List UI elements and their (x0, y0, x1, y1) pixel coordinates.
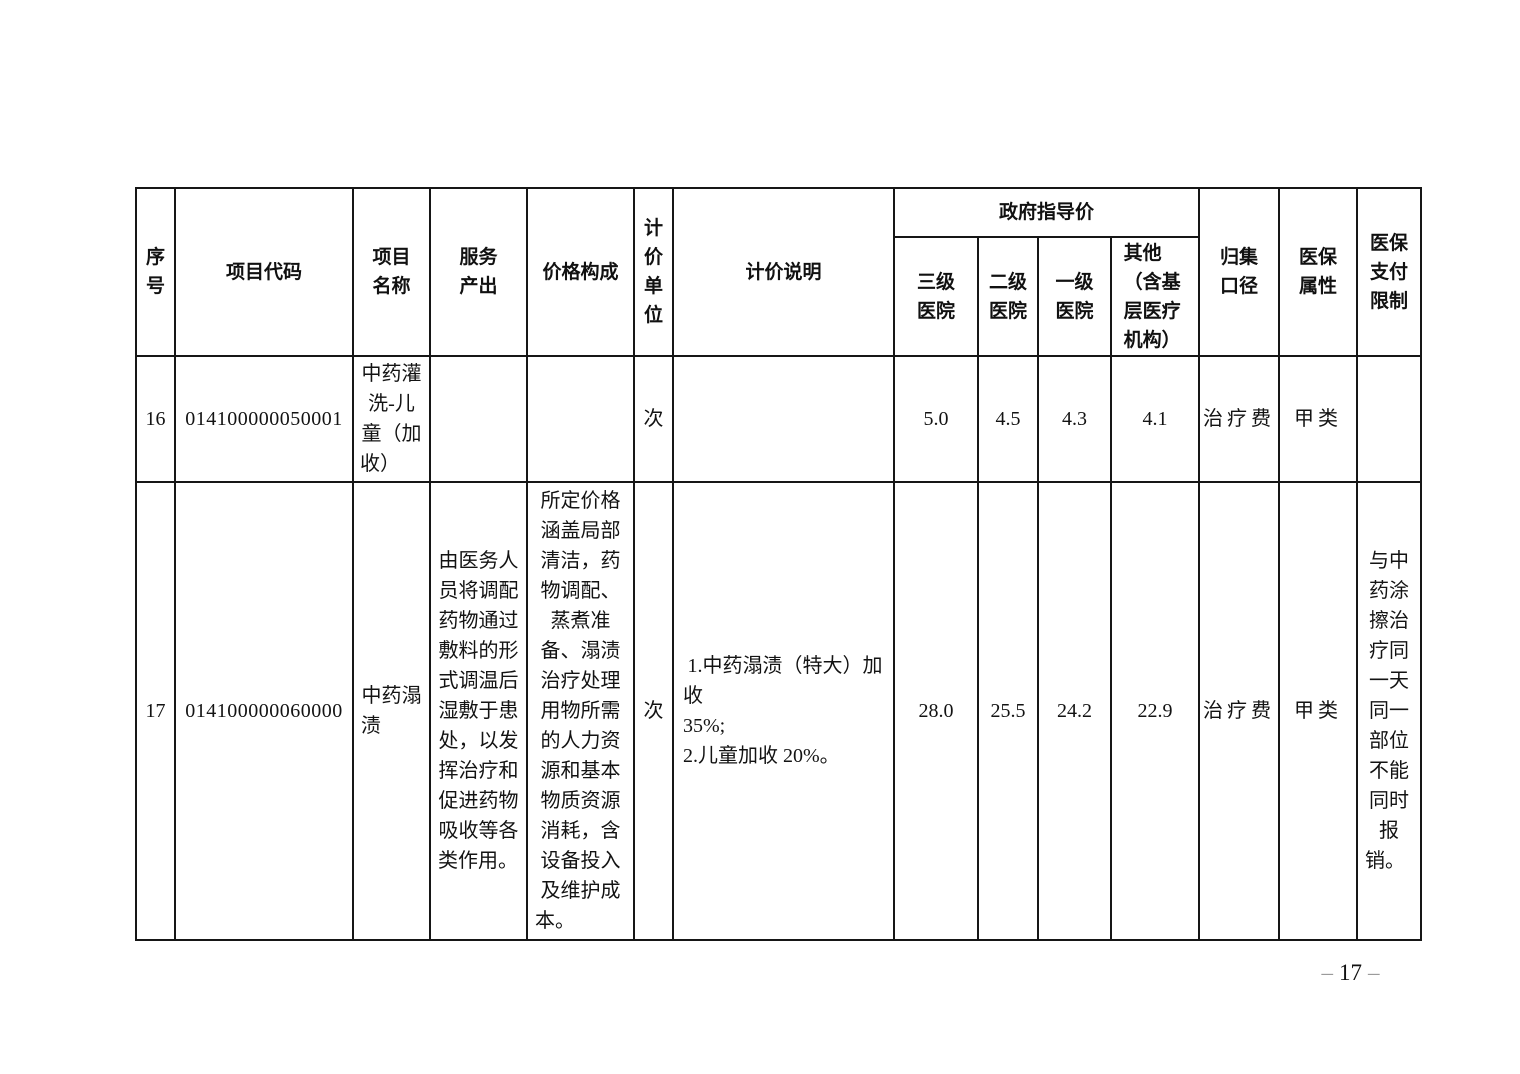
page-number-dash-left: – (1321, 960, 1334, 985)
col-header-code: 项目代码 (174, 187, 354, 357)
col-header-name: 项目名称 (352, 187, 431, 357)
cell-price-tier2: 4.5 (977, 355, 1039, 483)
col-header-gov-price-label: 政府指导价 (999, 202, 1095, 223)
cell-composition (526, 355, 635, 483)
col-header-tier1: 一级医院 (1037, 236, 1112, 357)
col-header-insurance-label: 医保属性 (1299, 247, 1338, 297)
col-header-limit: 医保支付限制 (1356, 187, 1423, 357)
cell-category: 治疗费 (1198, 355, 1281, 483)
col-header-insurance: 医保属性 (1278, 187, 1359, 357)
col-header-unit-label: 计价单位 (643, 218, 663, 326)
cell-name: 中药溻渍 (352, 481, 431, 941)
header-row-top: 序号 项目代码 项目名称 服务产出 价格构成 计价单位 计价说明 政府指导价 归… (135, 187, 1423, 357)
cell-insurance: 甲类 (1278, 355, 1359, 483)
col-header-category: 归集口径 (1198, 187, 1281, 357)
col-header-note: 计价说明 (672, 187, 895, 357)
cell-price-tier1: 4.3 (1037, 355, 1112, 483)
col-header-tier3: 三级医院 (893, 236, 979, 357)
cell-composition: 所定价格涵盖局部清洁，药物调配、蒸煮准备、溻渍治疗处理用物所需的人力资源和基本物… (526, 481, 635, 941)
col-header-note-label: 计价说明 (745, 261, 822, 283)
col-header-output: 服务产出 (429, 187, 528, 357)
cell-price-tier1: 24.2 (1037, 481, 1112, 941)
pricing-table: 序号 项目代码 项目名称 服务产出 价格构成 计价单位 计价说明 政府指导价 归… (135, 187, 1423, 941)
cell-unit: 次 (633, 481, 674, 941)
col-header-gov-price: 政府指导价 (892, 187, 1201, 238)
col-header-seq: 序号 (135, 187, 176, 357)
cell-price-tier3: 28.0 (893, 481, 979, 941)
cell-unit: 次 (633, 355, 674, 483)
cell-insurance: 甲类 (1278, 481, 1359, 941)
col-header-limit-label: 医保支付限制 (1370, 232, 1409, 312)
col-header-other: 其他（含基层医疗机构） (1109, 236, 1201, 357)
table-row-17: 17 014100000060000 中药溻渍 由医务人员将调配药物通过敷料的形… (135, 481, 1423, 941)
cell-seq: 17 (135, 481, 176, 941)
cell-note: 1.中药溻渍（特大）加收 35%; 2.儿童加收 20%。 (672, 481, 895, 941)
cell-price-tier3: 5.0 (893, 355, 979, 483)
col-header-name-label: 项目名称 (372, 247, 411, 297)
col-header-tier1-label: 一级医院 (1055, 271, 1094, 322)
col-header-tier3-label: 三级医院 (916, 271, 955, 322)
cell-seq: 16 (135, 355, 176, 483)
page-number-value: 17 (1339, 960, 1362, 985)
cell-limit: 与中药涂擦治疗同一天同一部位不能同时报销。 (1356, 481, 1423, 941)
page-number-dash-right: – (1368, 960, 1380, 985)
cell-code: 014100000060000 (174, 481, 354, 941)
cell-category: 治疗费 (1198, 481, 1281, 941)
cell-limit (1356, 355, 1423, 483)
cell-price-other: 4.1 (1109, 355, 1201, 483)
col-header-seq-label: 序号 (145, 247, 165, 297)
header-row-sub: 三级医院 二级医院 一级医院 其他（含基层医疗机构） (136, 236, 1421, 357)
col-header-tier2: 二级医院 (977, 236, 1039, 357)
col-header-tier2-label: 二级医院 (988, 271, 1027, 322)
table-row-16: 16 014100000050001 中药灌洗-儿童（加收） 次 5.0 4.5… (135, 355, 1423, 483)
col-header-composition: 价格构成 (526, 187, 635, 357)
col-header-composition-label: 价格构成 (542, 261, 619, 283)
cell-price-tier2: 25.5 (977, 481, 1039, 941)
cell-name: 中药灌洗-儿童（加收） (352, 355, 431, 483)
col-header-unit: 计价单位 (633, 187, 674, 357)
col-header-code-label: 项目代码 (225, 261, 302, 283)
cell-price-other: 22.9 (1109, 481, 1201, 941)
cell-output: 由医务人员将调配药物通过敷料的形式调温后湿敷于患处，以发挥治疗和促进药物吸收等各… (429, 481, 528, 941)
cell-output (429, 355, 528, 483)
cell-note (672, 355, 895, 483)
col-header-category-label: 归集口径 (1220, 247, 1259, 297)
col-header-output-label: 服务产出 (459, 247, 498, 297)
cell-code: 014100000050001 (174, 355, 354, 483)
page-number: –17– (1288, 960, 1413, 986)
col-header-other-label: 其他（含基层医疗机构） (1123, 242, 1181, 351)
